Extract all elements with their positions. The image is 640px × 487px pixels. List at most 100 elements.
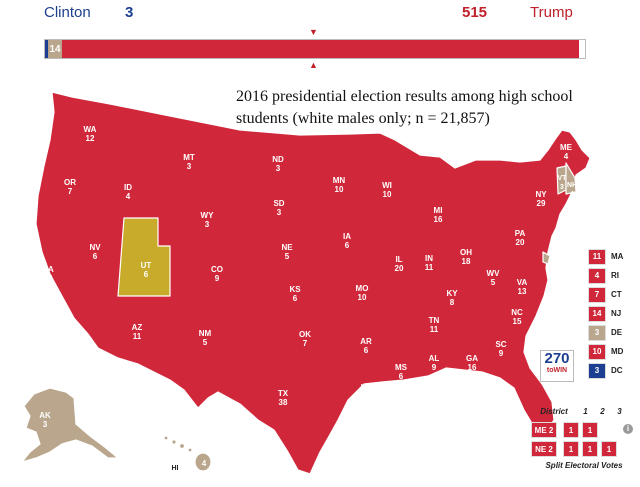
state-electoral-votes: 6 <box>345 241 350 250</box>
state-electoral-votes: 9 <box>215 274 220 283</box>
state-shape-utah[interactable] <box>117 217 171 297</box>
state-electoral-votes: 10 <box>335 185 344 194</box>
state-label-la: LA 8 <box>361 383 372 401</box>
state-abbr: MT <box>183 153 195 162</box>
small-state-votes: 3 <box>588 362 606 379</box>
state-electoral-votes: 55 <box>44 274 53 283</box>
small-state-ri[interactable]: 4 RI <box>588 267 623 284</box>
state-label-ar: AR 6 <box>360 337 372 355</box>
state-label-al: AL 9 <box>429 354 440 372</box>
trump-electoral-votes: 515 <box>462 4 488 21</box>
tally-bar-undecided: 14 <box>48 40 63 58</box>
small-state-legend: 11 MA 4 RI 7 CT 14 NJ 3 DE 10 MD 3 DC <box>588 248 623 381</box>
state-label-wa: WA 12 <box>84 125 97 143</box>
state-label-ky: KY 8 <box>446 289 458 307</box>
tally-bar-gop <box>62 40 579 58</box>
info-icon[interactable]: i <box>623 424 633 434</box>
state-electoral-votes: 5 <box>203 338 208 347</box>
state-electoral-votes: 3 <box>276 164 281 173</box>
small-state-ct[interactable]: 7 CT <box>588 286 623 303</box>
state-shape-hawaii[interactable] <box>163 435 212 472</box>
state-abbr: MS <box>395 363 408 372</box>
state-abbr: HI <box>172 465 179 472</box>
state-electoral-votes: 6 <box>293 294 298 303</box>
state-electoral-votes: 29 <box>537 199 546 208</box>
state-abbr: ND <box>272 155 284 164</box>
state-label-fl: FL 29 <box>500 413 510 431</box>
state-abbr: OH <box>460 248 472 257</box>
state-label-me: ME 4 <box>560 143 573 161</box>
state-electoral-votes: 8 <box>364 392 369 401</box>
state-abbr: PA <box>515 229 526 238</box>
state-abbr: NM <box>199 329 212 338</box>
map-caption: 2016 presidential election results among… <box>236 88 573 127</box>
state-label-ca: CA 55 <box>42 265 54 283</box>
state-abbr: KY <box>446 289 458 298</box>
district-col-2: 2 <box>600 407 605 416</box>
small-state-votes: 14 <box>588 305 606 322</box>
small-state-name: DE <box>611 328 623 337</box>
state-electoral-votes: 16 <box>468 363 477 372</box>
district-vote-cell: 1 <box>563 422 579 438</box>
district-vote-cell: 1 <box>601 441 617 457</box>
state-abbr: OR <box>64 178 76 187</box>
state-electoral-votes-hi: 4 <box>202 459 207 468</box>
state-shape-new-hampshire[interactable] <box>565 162 577 195</box>
state-electoral-votes: 11 <box>425 263 434 272</box>
state-label-wv: WV 5 <box>487 269 501 287</box>
state-label-wi: WI 10 <box>382 181 392 199</box>
state-electoral-votes: 5 <box>285 252 290 261</box>
state-label-id: ID 4 <box>124 183 132 201</box>
state-label-ne: NE 5 <box>281 243 293 261</box>
state-abbr: IL <box>395 255 402 264</box>
small-state-name: NJ <box>611 309 622 318</box>
small-state-name: CT <box>611 290 622 299</box>
small-state-votes: 11 <box>588 248 606 265</box>
district-vote-cell: 1 <box>582 441 598 457</box>
state-label-ut: UT 6 <box>141 261 152 279</box>
small-state-votes: 3 <box>588 324 606 341</box>
state-label-hi: HI <box>172 465 179 472</box>
state-abbr: TX <box>278 389 289 398</box>
state-electoral-votes: 9 <box>499 349 504 358</box>
state-label-mn: MN 10 <box>333 176 346 194</box>
small-state-ma[interactable]: 11 MA <box>588 248 623 265</box>
district-col-1: 1 <box>583 407 588 416</box>
small-state-dc[interactable]: 3 DC <box>588 362 623 379</box>
state-label-nd: ND 3 <box>272 155 284 173</box>
state-abbr: MN <box>333 176 346 185</box>
small-state-votes: 7 <box>588 286 606 303</box>
state-label-nm: NM 5 <box>199 329 212 347</box>
clinton-electoral-votes: 3 <box>125 4 134 21</box>
270towin-logo[interactable]: 270 toWIN <box>540 350 574 382</box>
state-abbr: AL <box>429 354 440 363</box>
state-label-ga: GA 16 <box>466 354 478 372</box>
small-state-md[interactable]: 10 MD <box>588 343 623 360</box>
state-shape-delaware[interactable] <box>542 251 551 265</box>
state-shape-alaska[interactable] <box>21 387 119 463</box>
state-electoral-votes: 16 <box>434 215 443 224</box>
small-state-nj[interactable]: 14 NJ <box>588 305 623 322</box>
state-abbr: TN <box>429 316 440 325</box>
state-label-ia: IA 6 <box>343 232 351 250</box>
small-state-de[interactable]: 3 DE <box>588 324 623 341</box>
district-col-3: 3 <box>617 407 622 416</box>
state-label-pa: PA 20 <box>515 229 526 247</box>
state-electoral-votes: 3 <box>187 162 192 171</box>
state-label-tn: TN 11 <box>429 316 440 334</box>
state-label-co: CO 9 <box>211 265 223 283</box>
state-abbr: NH <box>567 182 577 189</box>
state-label-nv: NV 6 <box>89 243 101 261</box>
state-label-vt: VT 3 <box>558 175 568 191</box>
state-electoral-votes: 3 <box>43 420 48 429</box>
state-abbr: NV <box>89 243 101 252</box>
state-abbr: VA <box>517 278 528 287</box>
state-abbr: SD <box>273 199 284 208</box>
state-abbr: AK <box>39 411 51 420</box>
state-abbr: CO <box>211 265 223 274</box>
state-electoral-votes: 38 <box>279 398 288 407</box>
